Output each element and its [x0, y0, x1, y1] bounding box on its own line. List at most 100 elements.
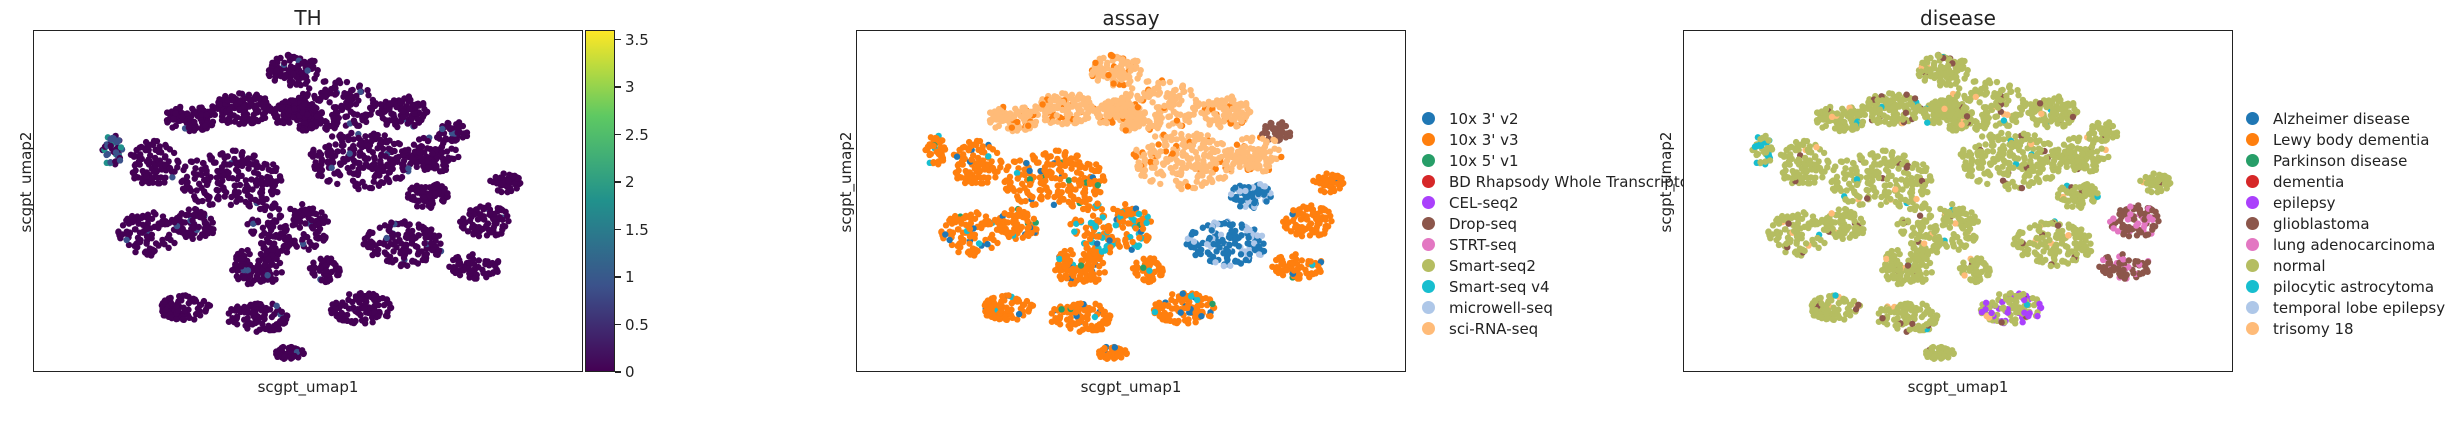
assay-point	[1022, 197, 1029, 205]
colorbar-tick-label: 1	[625, 268, 635, 286]
assay-point	[1097, 119, 1104, 126]
assay-point	[1313, 224, 1320, 231]
th-point	[258, 232, 265, 239]
assay-point	[1187, 86, 1194, 94]
th-point	[325, 159, 332, 167]
th-point	[202, 122, 209, 129]
assay-point	[1292, 224, 1299, 231]
th-point	[171, 219, 178, 226]
assay-point	[1141, 276, 1149, 284]
assay-point	[1161, 102, 1168, 110]
th-point	[492, 232, 499, 239]
th-point	[455, 260, 462, 267]
assay-point	[1010, 187, 1018, 195]
th-point	[445, 154, 452, 161]
th-point	[239, 160, 247, 167]
th-point	[233, 255, 240, 263]
th-point	[192, 206, 200, 213]
assay-point	[1001, 210, 1008, 217]
th-point	[419, 203, 426, 210]
th-point	[259, 267, 266, 275]
assay-point	[1228, 165, 1235, 172]
th-point	[318, 209, 325, 216]
th-point	[190, 295, 197, 303]
th-point	[268, 313, 276, 321]
th-point	[264, 272, 271, 279]
assay-point	[1050, 201, 1058, 209]
th-point	[354, 171, 362, 179]
assay-point	[1075, 109, 1083, 116]
th-point	[270, 233, 277, 240]
th-point	[318, 157, 326, 165]
th-point	[287, 80, 294, 87]
assay-point	[1082, 224, 1090, 232]
th-point	[198, 111, 205, 119]
th-point	[244, 155, 252, 162]
th-point	[291, 105, 298, 113]
th-point	[487, 208, 494, 216]
th-point	[302, 207, 309, 214]
th-point	[318, 276, 326, 284]
th-point	[380, 301, 388, 309]
assay-point	[966, 173, 973, 180]
assay-point	[1052, 97, 1059, 104]
assay-point	[1118, 94, 1126, 101]
assay-point	[1151, 308, 1159, 316]
th-point	[263, 178, 271, 186]
assay-point	[1185, 111, 1192, 118]
th-point	[509, 173, 516, 180]
assay-point	[1217, 123, 1224, 131]
th-point	[191, 175, 198, 182]
th-point	[115, 137, 122, 144]
assay-point	[1013, 295, 1020, 303]
th-point	[187, 187, 195, 195]
th-point	[189, 105, 196, 112]
th-point	[513, 185, 520, 192]
th-point	[107, 142, 114, 150]
th-point	[203, 176, 211, 183]
th-point	[373, 301, 381, 308]
th-point	[298, 201, 306, 208]
th-point	[320, 219, 327, 227]
assay-point	[1173, 304, 1180, 311]
th-point	[184, 110, 191, 117]
assay-point	[1018, 180, 1026, 188]
assay-point	[1158, 114, 1165, 122]
th-point	[210, 226, 217, 233]
th-point	[152, 240, 160, 247]
th-point	[174, 157, 181, 164]
th-point	[254, 217, 262, 224]
th-point	[198, 171, 205, 179]
th-point	[273, 164, 280, 172]
assay-point	[1294, 211, 1301, 218]
th-point	[408, 115, 415, 123]
th-point	[227, 201, 235, 209]
th-point	[331, 91, 339, 98]
th-point	[161, 179, 168, 186]
assay-point	[1213, 140, 1221, 148]
th-point	[236, 98, 244, 106]
th-point	[221, 193, 228, 200]
th-point	[348, 319, 355, 326]
th-point	[387, 146, 395, 154]
th-point	[439, 155, 446, 162]
th-point	[226, 106, 234, 113]
assay-point	[1067, 280, 1075, 288]
th-point	[335, 114, 342, 122]
assay-point	[1200, 101, 1207, 108]
th-point	[405, 96, 412, 103]
assay-point	[1126, 92, 1134, 100]
assay-point	[1086, 195, 1093, 203]
th-point	[354, 309, 361, 316]
th-point	[505, 217, 512, 225]
th-point	[389, 259, 396, 266]
th-point	[200, 159, 207, 167]
th-point	[228, 306, 235, 313]
th-point	[155, 148, 162, 156]
th-point	[281, 227, 289, 235]
th-point	[201, 218, 208, 225]
th-point	[460, 215, 467, 222]
th-point	[185, 124, 193, 131]
th-point	[232, 182, 239, 189]
th-point	[411, 110, 418, 117]
